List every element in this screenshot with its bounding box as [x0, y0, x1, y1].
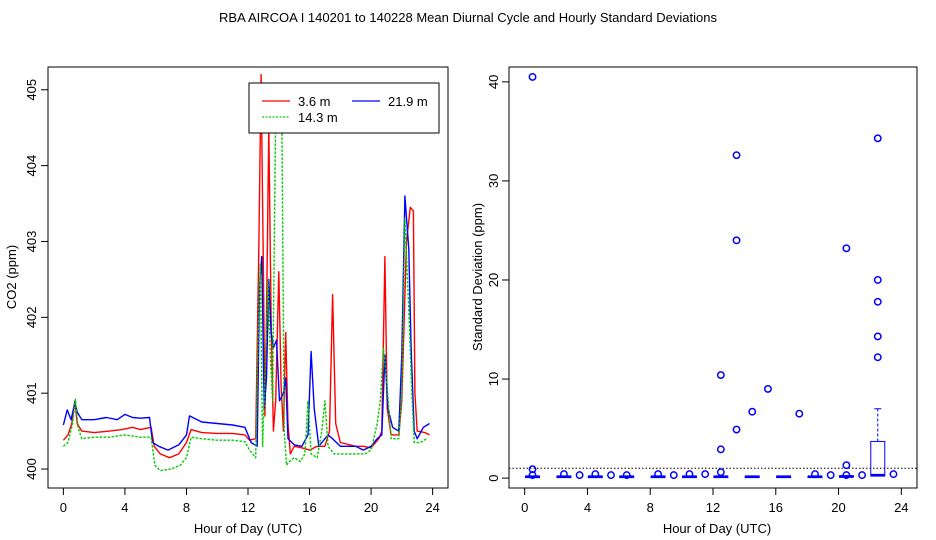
- scatter-point: [732, 425, 741, 434]
- scatter-point: [873, 353, 882, 362]
- left-y-axis-label: CO2 (ppm): [4, 245, 19, 309]
- series-line-3-6-m: [62, 73, 430, 459]
- right-y-axis-label: Standard Deviation (ppm): [470, 203, 485, 351]
- scatter-point: [591, 470, 600, 479]
- scatter-point: [763, 384, 772, 393]
- boxplot-group: [525, 408, 886, 479]
- right-x-tick-label: 16: [769, 500, 783, 515]
- left-x-tick-label: 20: [364, 500, 378, 515]
- left-x-tick-label: 16: [302, 500, 316, 515]
- left-x-tick-label: 12: [241, 500, 255, 515]
- right-y-tick-label: 20: [486, 273, 501, 287]
- scatter-point: [842, 461, 851, 470]
- right-y-tick-label: 10: [486, 372, 501, 386]
- scatter-point: [716, 371, 725, 380]
- scatter-point: [842, 471, 851, 480]
- series-line-14-3-m: [62, 107, 427, 472]
- legend-label-3-6m: 3.6 m: [298, 94, 331, 109]
- right-y-tick-label: 30: [486, 174, 501, 188]
- left-y-tick-label: 403: [24, 231, 39, 253]
- left-x-tick-label: 4: [121, 500, 128, 515]
- scatter-point: [811, 470, 819, 479]
- scatter-point: [716, 445, 725, 454]
- scatter-point: [795, 409, 804, 418]
- right-y-tick-label: 0: [486, 474, 501, 481]
- right-x-tick-label: 8: [647, 500, 654, 515]
- scatter-point: [873, 332, 882, 341]
- left-y-tick-label: 402: [24, 306, 39, 328]
- scatter-point: [873, 276, 882, 284]
- scatter-point: [607, 471, 615, 480]
- right-x-tick-label: 4: [584, 500, 591, 515]
- scatter-points-group: [528, 72, 898, 480]
- scatter-point: [873, 134, 882, 143]
- right-y-tick-label: 40: [486, 75, 501, 89]
- scatter-point: [873, 297, 882, 306]
- scatter-point: [685, 470, 694, 479]
- left-x-axis-label: Hour of Day (UTC): [194, 521, 302, 536]
- scatter-point: [748, 407, 757, 416]
- scatter-point: [575, 471, 584, 480]
- scatter-point: [559, 470, 568, 479]
- left-y-tick-label: 400: [24, 458, 39, 480]
- left-y-tick-label: 405: [24, 79, 39, 101]
- left-chart: 0 4 8 12 16 20 24 400 401 402 403 404 405 Hour of D…: [4, 66, 449, 536]
- scatter-point: [858, 471, 867, 480]
- left-y-tick-label: 401: [24, 382, 39, 404]
- scatter-point: [842, 244, 851, 253]
- scatter-point: [716, 468, 725, 477]
- left-x-tick-label: 8: [183, 500, 190, 515]
- left-x-tick-label: 0: [60, 500, 67, 515]
- right-y-axis: 0 10 20 30 40: [486, 75, 509, 482]
- series-line-21-9-m: [62, 195, 430, 451]
- left-series-group: [62, 73, 430, 472]
- scatter-point: [732, 151, 741, 160]
- boxplot-box: [870, 440, 886, 477]
- right-x-tick-label: 0: [521, 500, 528, 515]
- left-y-axis: 400 401 402 403 404 405: [24, 79, 48, 480]
- left-x-tick-label: 24: [425, 500, 439, 515]
- legend-label-21-9m: 21.9 m: [388, 94, 428, 109]
- scatter-point: [732, 236, 741, 245]
- right-plot-frame: [508, 66, 918, 489]
- scatter-point: [889, 470, 898, 479]
- scatter-point: [701, 470, 710, 479]
- scatter-point: [826, 471, 835, 480]
- scatter-point: [528, 471, 537, 480]
- figure-title: RBA AIRCOA I 140201 to 140228 Mean Diurn…: [219, 10, 717, 25]
- legend-box: [248, 82, 440, 134]
- left-y-tick-label: 404: [24, 155, 39, 177]
- scatter-point: [622, 471, 631, 480]
- right-x-tick-label: 24: [894, 500, 908, 515]
- right-x-axis: 0 4 8 12 16 20 24: [521, 488, 909, 515]
- legend: 3.6 m 21.9 m 14.3 m: [248, 82, 440, 134]
- scatter-point: [528, 72, 537, 81]
- right-x-axis-label: Hour of Day (UTC): [663, 521, 771, 536]
- scatter-point: [654, 470, 663, 479]
- scatter-point: [669, 471, 678, 480]
- left-x-axis: 0 4 8 12 16 20 24: [60, 488, 440, 515]
- right-x-tick-label: 12: [706, 500, 720, 515]
- legend-label-14-3m: 14.3 m: [298, 110, 338, 125]
- right-x-tick-label: 20: [831, 500, 845, 515]
